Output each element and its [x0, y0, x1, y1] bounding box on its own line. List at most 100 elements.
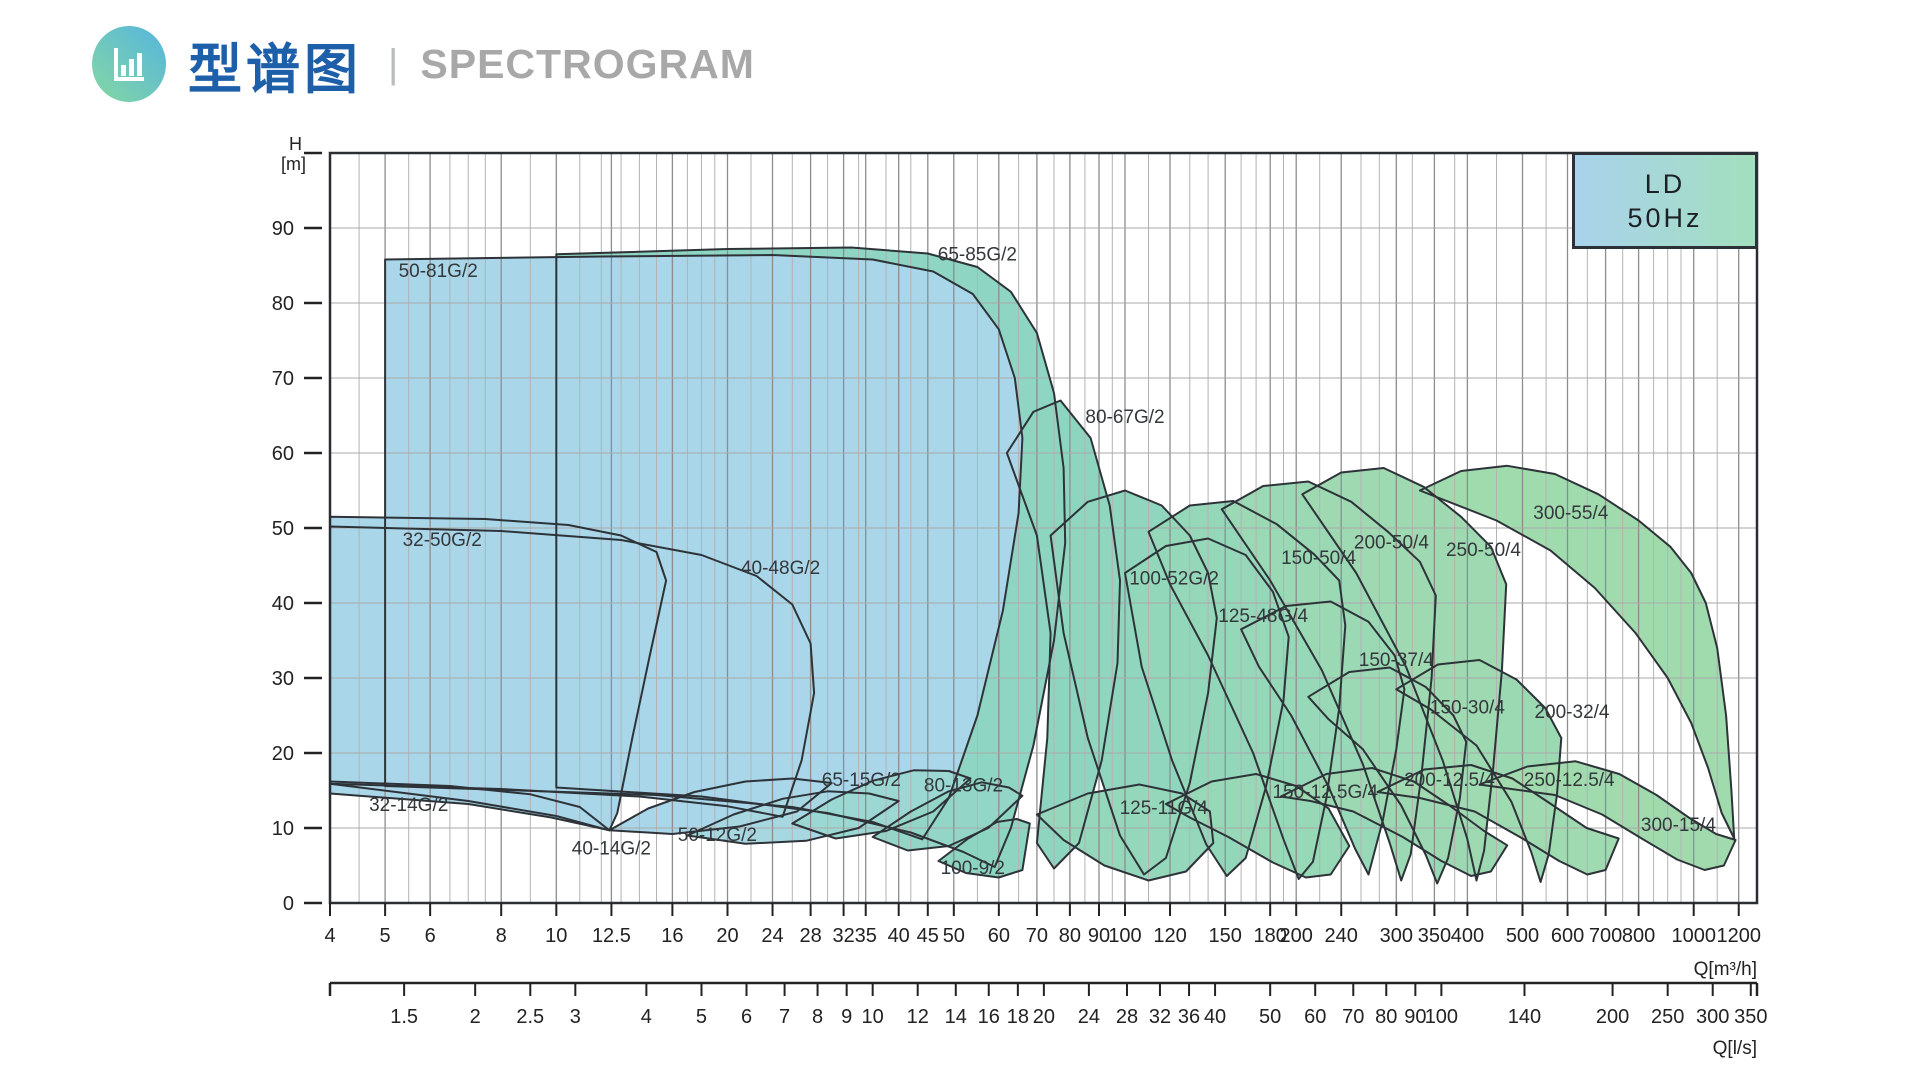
x-tick-label-ls: 24 [1078, 1006, 1100, 1028]
x-tick-label-m3h: 6 [425, 925, 436, 947]
x-tick-label-m3h: 28 [799, 925, 821, 947]
pump-region-outline-125-11G/4 [1035, 783, 1215, 882]
page-subtitle: SPECTROGRAM [420, 40, 755, 87]
x-tick-label-ls: 100 [1425, 1006, 1458, 1028]
x-tick-label-m3h: 40 [888, 925, 910, 947]
x-tick-label-m3h: 20 [716, 925, 738, 947]
y-axis-title: H [289, 134, 302, 154]
pump-label-32-14G/2: 32-14G/2 [369, 795, 448, 816]
pump-label-150-50/4: 150-50/4 [1281, 548, 1356, 569]
x-tick-label-m3h: 500 [1506, 925, 1539, 947]
pump-region-outline-200-12.5/4 [1279, 767, 1509, 877]
x-tick-label-ls: 90 [1404, 1006, 1426, 1028]
x-tick-label-ls: 12 [907, 1006, 929, 1028]
pump-label-150-12.5G/4: 150-12.5G/4 [1272, 782, 1378, 803]
legend: LD 50Hz [1572, 152, 1758, 249]
x-tick-label-ls: 300 [1696, 1006, 1729, 1028]
x-tick-label-ls: 36 [1178, 1006, 1200, 1028]
x-tick-label-m3h: 400 [1451, 925, 1484, 947]
pump-label-125-11G/4: 125-11G/4 [1120, 798, 1209, 819]
x-tick-label-ls: 9 [841, 1006, 852, 1028]
x-tick-label-m3h: 1000 [1671, 925, 1716, 947]
pump-region-fill-300-15/4 [1479, 761, 1736, 870]
x-tick-label-ls: 2.5 [516, 1006, 544, 1028]
pump-label-40-48G/2: 40-48G/2 [741, 558, 820, 579]
y-tick-label: 10 [272, 818, 294, 840]
pump-region-outline-200-32/4 [1395, 659, 1563, 883]
x-tick-label-ls: 1.5 [390, 1006, 418, 1028]
x-tick-label-m3h: 70 [1026, 925, 1048, 947]
x-tick-label-ls: 16 [978, 1006, 1000, 1028]
x-tick-label-m3h: 12.5 [592, 925, 631, 947]
pump-region-outline-100-9/2 [937, 818, 1031, 879]
pump-label-150-30/4: 150-30/4 [1430, 697, 1505, 718]
x-tick-label-m3h: 180 [1253, 925, 1286, 947]
page-title: 型谱图 [188, 39, 362, 100]
pump-region-outline-300-55/4 [1418, 464, 1736, 840]
pump-region-outline-250-12.5/4 [1376, 764, 1620, 876]
y-tick-label: 60 [272, 443, 294, 465]
y-tick-label: 80 [272, 293, 294, 315]
x-tick-label-m3h: 4 [324, 925, 335, 947]
y-tick-label: 30 [272, 668, 294, 690]
x-tick-label-ls: 200 [1596, 1006, 1629, 1028]
pump-label-65-85G/2: 65-85G/2 [938, 244, 1017, 265]
x-tick-label-ls: 2 [470, 1006, 481, 1028]
pump-region-fill-65-15G/2 [792, 770, 971, 839]
pump-region-outline-40-48G/2 [329, 525, 816, 818]
x-tick-label-ls: 20 [1033, 1006, 1055, 1028]
x-tick-label-m3h: 45 [917, 925, 939, 947]
x-tick-label-m3h: 35 [855, 925, 877, 947]
x-tick-label-ls: 350 [1734, 1006, 1767, 1028]
pump-region-outline-125-48G/4 [1124, 537, 1290, 877]
x-tick-label-m3h: 50 [943, 925, 965, 947]
x-tick-label-ls: 6 [741, 1006, 752, 1028]
pump-label-250-12.5/4: 250-12.5/4 [1524, 770, 1615, 791]
title-separator: | [388, 41, 399, 86]
pump-region-fill-200-32/4 [1396, 660, 1562, 882]
x-tick-label-ls: 3 [570, 1006, 581, 1028]
pump-label-300-55/4: 300-55/4 [1533, 503, 1608, 524]
x-tick-label-ls: 60 [1304, 1006, 1326, 1028]
x-tick-label-m3h: 16 [661, 925, 683, 947]
logo [92, 26, 166, 102]
y-tick-label: 90 [272, 218, 294, 240]
x-tick-label-m3h: 240 [1325, 925, 1358, 947]
x-tick-label-m3h: 80 [1059, 925, 1081, 947]
pump-label-80-67G/2: 80-67G/2 [1085, 407, 1164, 428]
pump-label-65-15G/2: 65-15G/2 [822, 770, 901, 791]
pump-label-80-13G/2: 80-13G/2 [924, 775, 1003, 796]
pump-label-300-15/4: 300-15/4 [1641, 815, 1716, 836]
x-tick-label-m3h: 24 [761, 925, 783, 947]
pump-label-40-14G/2: 40-14G/2 [572, 838, 651, 859]
x-tick-label-ls: 250 [1651, 1006, 1684, 1028]
pump-region-outline-250-50/4 [1301, 467, 1508, 882]
x-tick-label-ls: 40 [1204, 1006, 1226, 1028]
x-tick-label-ls: 10 [862, 1006, 884, 1028]
pump-label-200-12.5/4: 200-12.5/4 [1404, 770, 1495, 791]
x-tick-label-m3h: 32 [832, 925, 854, 947]
x-tick-label-ls: 70 [1342, 1006, 1364, 1028]
x-tick-label-m3h: 8 [496, 925, 507, 947]
pump-region-outline-150-30/4 [1307, 666, 1468, 885]
pump-label-32-50G/2: 32-50G/2 [403, 530, 482, 551]
x-tick-label-m3h: 150 [1208, 925, 1241, 947]
x-tick-label-m3h: 5 [380, 925, 391, 947]
pump-region-outline-300-15/4 [1478, 760, 1737, 871]
y-tick-label: 50 [272, 518, 294, 540]
x-axis-title-ls: Q[l/s] [1713, 1038, 1757, 1059]
pump-region-outline-150-12.5G/4 [1164, 773, 1351, 879]
x-tick-label-ls: 18 [1007, 1006, 1029, 1028]
x-tick-label-ls: 5 [696, 1006, 707, 1028]
x-tick-label-m3h: 350 [1418, 925, 1451, 947]
bar-chart-icon [114, 48, 144, 81]
pump-label-250-50/4: 250-50/4 [1446, 540, 1521, 561]
pump-region-outline-200-50/4 [1220, 480, 1437, 882]
x-tick-label-m3h: 300 [1380, 925, 1413, 947]
x-tick-label-m3h: 60 [988, 925, 1010, 947]
pump-region-outline-40-14G/2 [608, 777, 833, 835]
x-tick-label-m3h: 600 [1551, 925, 1584, 947]
x-tick-label-m3h: 120 [1153, 925, 1186, 947]
pump-region-fill-80-13G/2 [872, 782, 1023, 851]
